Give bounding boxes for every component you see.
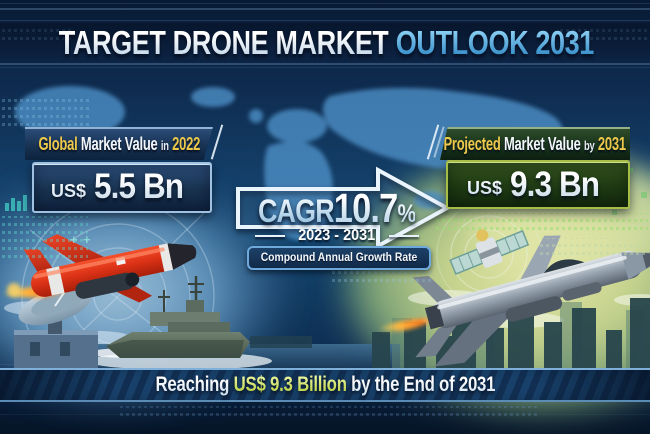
cagr-period: 2023 - 2031 (298, 227, 376, 244)
cagr-value: 10.7 (334, 185, 399, 231)
banner-highlight: US$ 9.3 Billion (233, 373, 347, 396)
right-panel-header: Projected Market Value by 2031 (440, 127, 630, 160)
page-title: TARGET DRONE MARKET OUTLOOK 2031 (58, 23, 595, 63)
titlebar: TARGET DRONE MARKET OUTLOOK 2031 (0, 23, 650, 63)
right-value-currency: US$ (466, 178, 502, 198)
divider-line (0, 67, 650, 68)
left-value-box: US$ 5.5 Bn (32, 162, 212, 213)
right-value-box: US$ 9.3 Bn (446, 160, 630, 209)
left-header-body: Market Value (80, 134, 158, 154)
right-header-body: Market Value (504, 134, 581, 154)
bottom-banner: Reaching US$ 9.3 Billion by the End of 2… (0, 368, 650, 402)
right-header-lead: Projected (443, 134, 501, 154)
banner-text: Reaching US$ 9.3 Billion by the End of 2… (155, 370, 495, 400)
dot-matrix (120, 406, 540, 416)
right-header-connector: by (584, 138, 595, 153)
left-value-amount: 5.5 Bn (94, 164, 184, 209)
divider-line (0, 63, 650, 65)
title-main: TARGET DRONE MARKET (58, 24, 389, 61)
left-header-connector: in (160, 138, 169, 153)
banner-trail: by the End of 2031 (350, 373, 495, 396)
left-value-currency: US$ (50, 181, 86, 201)
divider-line (0, 414, 650, 415)
cagr-label: CAGR (258, 193, 335, 229)
divider-line (0, 8, 650, 10)
right-header-year: 2031 (598, 134, 627, 154)
left-header-lead: Global (38, 134, 78, 154)
title-accent: OUTLOOK 2031 (395, 24, 595, 61)
rule-right (388, 235, 419, 237)
cagr-caption-pill: Compound Annual Growth Rate (247, 246, 431, 270)
cagr-percent-sign: % (397, 200, 417, 228)
rule-left (255, 235, 286, 237)
right-value-amount: 9.3 Bn (510, 162, 600, 207)
divider-line (0, 20, 650, 21)
divider-line (0, 3, 650, 4)
cagr-caption: Compound Annual Growth Rate (260, 252, 418, 264)
slash-accent (210, 124, 224, 160)
cagr-period-row: 2023 - 2031 (228, 227, 446, 245)
left-panel-header: Global Market Value in 2022 (25, 127, 213, 160)
cagr-headline: CAGR10.7% (228, 185, 446, 232)
banner-lead: Reaching (155, 373, 229, 396)
left-header-year: 2022 (171, 134, 200, 154)
